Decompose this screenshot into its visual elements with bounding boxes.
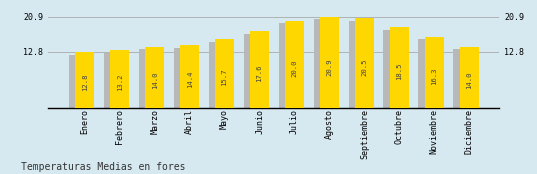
Bar — [453, 49, 473, 108]
Bar — [244, 34, 263, 108]
Bar — [104, 53, 123, 108]
Bar — [418, 39, 438, 108]
Bar — [460, 47, 479, 108]
Text: 20.9: 20.9 — [326, 58, 332, 76]
Bar — [425, 37, 444, 108]
Text: 14.0: 14.0 — [151, 72, 158, 89]
Bar — [69, 55, 88, 108]
Text: Temperaturas Medias en fores: Temperaturas Medias en fores — [21, 162, 186, 172]
Bar — [209, 42, 228, 108]
Bar — [279, 23, 298, 108]
Text: 14.0: 14.0 — [466, 72, 473, 89]
Bar — [320, 17, 339, 108]
Text: 13.2: 13.2 — [117, 73, 122, 91]
Bar — [285, 21, 304, 108]
Bar — [250, 31, 269, 108]
Text: 15.7: 15.7 — [222, 68, 228, 86]
Text: 20.5: 20.5 — [361, 59, 367, 76]
Bar — [390, 27, 409, 108]
Text: 17.6: 17.6 — [257, 65, 263, 82]
Bar — [173, 48, 193, 108]
Text: 16.3: 16.3 — [431, 67, 437, 85]
Bar — [349, 21, 368, 108]
Bar — [180, 45, 199, 108]
Bar — [383, 30, 403, 108]
Text: 14.4: 14.4 — [187, 71, 193, 88]
Bar — [215, 39, 234, 108]
Text: 12.8: 12.8 — [82, 74, 88, 92]
Bar — [314, 19, 333, 108]
Bar — [139, 49, 158, 108]
Bar — [110, 50, 129, 108]
Text: 20.0: 20.0 — [292, 60, 297, 77]
Bar — [145, 47, 164, 108]
Bar — [355, 18, 374, 108]
Bar — [75, 52, 95, 108]
Text: 18.5: 18.5 — [396, 63, 402, 80]
